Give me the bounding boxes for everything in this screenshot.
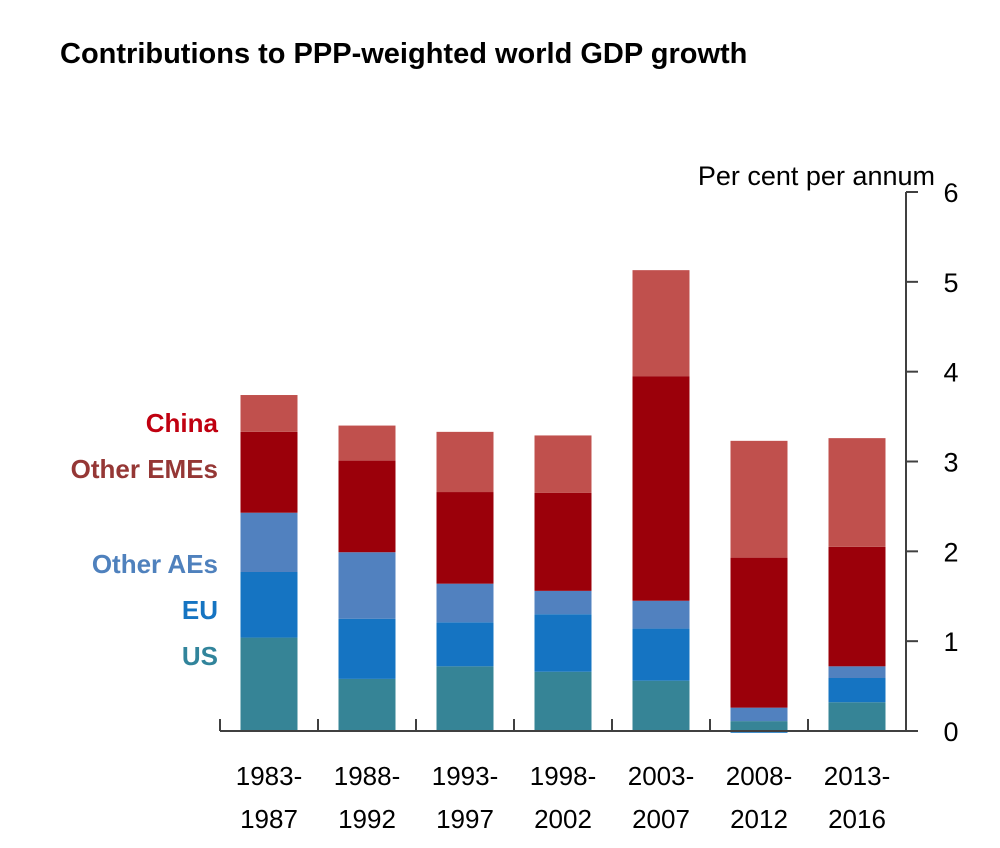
bar-us-5	[730, 721, 788, 731]
bar-china-2	[436, 492, 494, 584]
bar-other-emes-2	[436, 431, 494, 493]
bar-us-6	[828, 702, 886, 731]
bar-other-aes-5	[730, 707, 788, 722]
bar-other-emes-1	[338, 425, 396, 461]
bar-eu-4	[632, 628, 690, 681]
bar-us-0	[240, 637, 298, 731]
bar-china-5	[730, 557, 788, 708]
bar-stack-1993-1997	[436, 431, 494, 731]
y-tick-label: 4	[943, 358, 958, 388]
bar-china-1	[338, 460, 396, 553]
y-tick-label: 1	[943, 627, 958, 657]
bar-china-6	[828, 546, 886, 667]
x-tick-label: 1988-1992	[334, 761, 401, 834]
legend-label-eu: EU	[182, 595, 218, 625]
bar-other-emes-3	[534, 435, 592, 493]
x-tick-label: 1998-2002	[530, 761, 597, 834]
legend-label-other-aes: Other AEs	[92, 549, 218, 579]
bar-eu-3	[534, 614, 592, 672]
bar-other-aes-2	[436, 583, 494, 623]
bars-group	[240, 270, 886, 733]
legend-label-us: US	[182, 641, 218, 671]
bar-stack-2003-2007	[632, 270, 690, 731]
bar-china-3	[534, 492, 592, 591]
bar-other-emes-5	[730, 440, 788, 558]
bar-stack-1983-1987	[240, 395, 298, 731]
bar-us-4	[632, 680, 690, 731]
axes-group	[219, 191, 918, 732]
bar-other-emes-0	[240, 395, 298, 432]
legend-label-china: China	[146, 408, 219, 438]
bar-other-aes-3	[534, 590, 592, 615]
bar-eu-2	[436, 622, 494, 667]
bar-stack-1988-1992	[338, 425, 396, 731]
bar-eu-1	[338, 618, 396, 679]
legend-label-other-emes: Other EMEs	[71, 454, 218, 484]
bar-us-1	[338, 678, 396, 731]
x-tick-label: 2008-2012	[726, 761, 793, 834]
bar-other-emes-4	[632, 270, 690, 377]
bar-china-0	[240, 431, 298, 513]
x-tick-label: 2013-2016	[824, 761, 891, 834]
bar-stack-2013-2016	[828, 438, 886, 731]
bar-other-aes-1	[338, 552, 396, 619]
y-tick-label: 3	[943, 448, 958, 478]
y-tick-labels: 0 1 2 3 4 5 6	[943, 178, 958, 747]
y-axis-unit-label: Per cent per annum	[698, 161, 935, 191]
bar-china-4	[632, 376, 690, 601]
bar-other-aes-0	[240, 512, 298, 572]
bar-other-emes-6	[828, 438, 886, 547]
x-tick-label: 2003-2007	[628, 761, 695, 834]
bar-us-3	[534, 671, 592, 731]
y-tick-label: 2	[943, 537, 958, 567]
bar-other-aes-6	[828, 666, 886, 678]
bar-stack-2008-2012	[730, 440, 788, 733]
y-tick-label: 5	[943, 268, 958, 298]
chart-title: Contributions to PPP-weighted world GDP …	[60, 38, 747, 70]
x-tick-labels: 1983-1987 1988-1992 1993-1997 1998-2002 2003…	[236, 761, 891, 834]
y-tick-label: 6	[943, 178, 958, 208]
bar-stack-1998-2002	[534, 435, 592, 731]
bar-eu-6	[828, 677, 886, 703]
x-tick-label: 1983-1987	[236, 761, 303, 834]
x-tick-label: 1993-1997	[432, 761, 499, 834]
bar-other-aes-4	[632, 600, 690, 629]
bar-eu-0	[240, 571, 298, 638]
legend: China Other EMEs Other AEs EU US	[71, 408, 219, 671]
bar-us-2	[436, 666, 494, 731]
y-tick-label: 0	[943, 717, 958, 747]
